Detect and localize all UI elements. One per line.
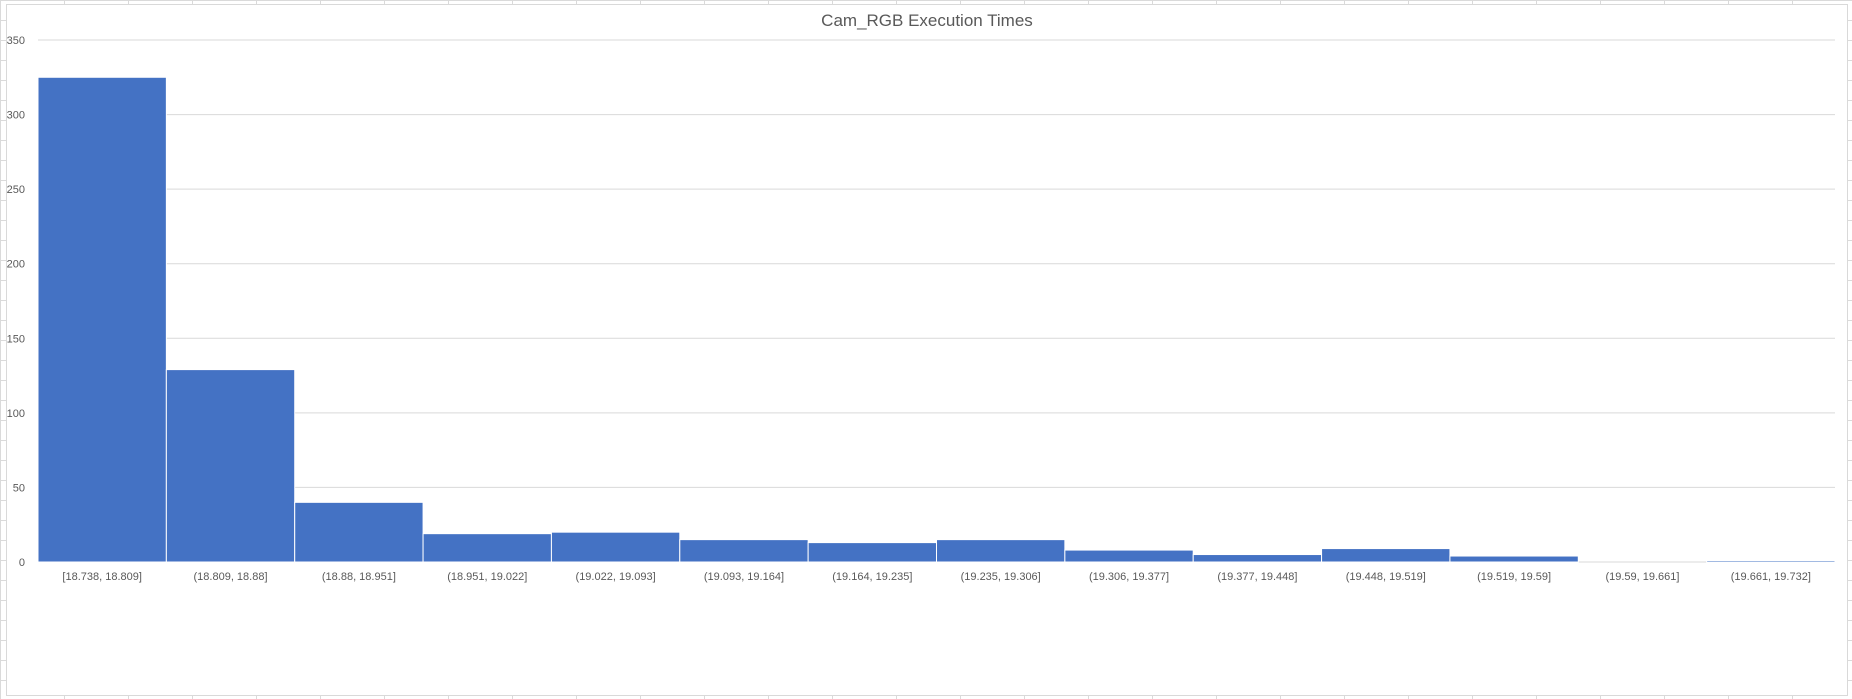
x-tick-label: (18.951, 19.022]	[447, 571, 527, 583]
bar	[550, 531, 681, 563]
x-tick-label: [18.738, 18.809]	[62, 571, 142, 583]
bar	[1192, 554, 1323, 563]
bar	[1706, 560, 1836, 563]
bar	[679, 539, 809, 563]
x-tick-label: (19.164, 19.235]	[832, 571, 912, 583]
y-tick-label: 100	[7, 408, 25, 420]
x-tick-label: (19.022, 19.093]	[576, 571, 656, 583]
x-tick-label: (18.809, 18.88]	[194, 571, 268, 583]
chart-area: Cam_RGB Execution Times 0 50 100 150 200 250 3…	[6, 4, 1848, 696]
bar	[1449, 555, 1579, 563]
bar	[422, 533, 552, 563]
y-tick-label: 150	[7, 333, 25, 345]
bar	[936, 539, 1066, 563]
y-tick-label: 250	[7, 184, 25, 196]
x-tick-label: (19.661, 19.732]	[1731, 571, 1811, 583]
x-tick-label: (19.377, 19.448]	[1217, 571, 1297, 583]
bars	[37, 76, 1836, 563]
chart-title: Cam_RGB Execution Times	[821, 11, 1033, 30]
x-tick-label: (19.448, 19.519]	[1346, 571, 1426, 583]
y-tick-label: 200	[7, 259, 25, 271]
y-tick-label: 0	[19, 557, 25, 569]
y-tick-label: 50	[13, 482, 25, 494]
x-tick-label: (18.88, 18.951]	[322, 571, 396, 583]
x-tick-label: (19.306, 19.377]	[1089, 571, 1169, 583]
y-tick-label: 350	[7, 35, 25, 47]
x-tick-label: (19.519, 19.59]	[1477, 571, 1551, 583]
bar	[1064, 549, 1194, 563]
histogram-chart: Cam_RGB Execution Times 0 50 100 150 200 250 3…	[7, 11, 1836, 583]
y-tick-label: 300	[7, 110, 25, 122]
bar	[807, 542, 938, 563]
y-axis-ticks: 0 50 100 150 200 250 300 350	[7, 35, 25, 569]
x-tick-label: (19.235, 19.306]	[961, 571, 1041, 583]
bar	[294, 501, 424, 563]
bar	[1321, 548, 1451, 563]
gridlines	[38, 39, 1835, 563]
x-axis-ticks: [18.738, 18.809] (18.809, 18.88] (18.88, 1…	[62, 571, 1810, 583]
x-tick-label: (19.093, 19.164]	[704, 571, 784, 583]
bar	[37, 76, 167, 563]
x-tick-label: (19.59, 19.661]	[1605, 571, 1679, 583]
bar	[165, 369, 296, 563]
